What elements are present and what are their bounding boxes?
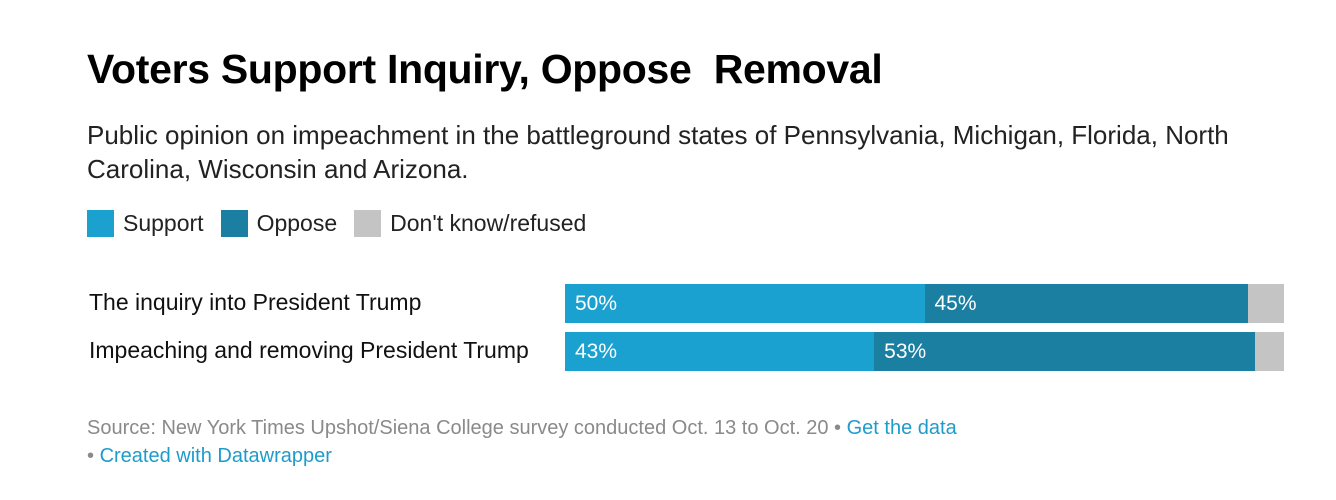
footer-line-1: Source: New York Times Upshot/Siena Coll… — [87, 414, 957, 442]
legend-label-dont-know: Don't know/refused — [390, 210, 587, 236]
bar-segment-support-inquiry: 50% — [565, 284, 925, 323]
source-note: Source: New York Times Upshot/Siena Coll… — [87, 417, 829, 439]
legend-swatch-oppose — [220, 210, 248, 237]
footer-line-2: • Created with Datawrapper — [87, 442, 957, 470]
legend-swatch-support — [87, 210, 114, 237]
data-label-oppose-removal: 53% — [884, 340, 927, 363]
footer-bullet: • — [87, 445, 100, 467]
row-label-inquiry: The inquiry into President Trump — [89, 289, 422, 315]
created-with-datawrapper-link[interactable]: Created with Datawrapper — [99, 445, 332, 467]
row-label-removal: Impeaching and removing President Trump — [89, 337, 529, 363]
bar-row-inquiry: 50% 45% — [565, 284, 1284, 323]
bar-row-removal: 43% 53% — [565, 332, 1284, 371]
bar-segment-support-removal: 43% — [565, 332, 875, 371]
legend-swatch-dont-know — [354, 210, 382, 237]
chart-title: Voters Support Inquiry, Oppose Removal — [87, 46, 883, 92]
data-label-support-removal: 43% — [575, 340, 618, 363]
legend: Support Oppose Don't know/refused — [87, 210, 603, 237]
bar-segment-oppose-inquiry: 45% — [924, 284, 1249, 323]
footer-separator: • — [828, 417, 847, 439]
legend-item-support: Support — [87, 210, 204, 237]
legend-item-oppose: Oppose — [220, 210, 338, 237]
data-label-oppose-inquiry: 45% — [934, 292, 977, 315]
chart-subtitle: Public opinion on impeachment in the bat… — [87, 120, 1229, 184]
data-label-support-inquiry: 50% — [575, 292, 618, 315]
legend-item-dont-know: Don't know/refused — [354, 210, 586, 237]
legend-label-support: Support — [123, 210, 204, 236]
legend-label-oppose: Oppose — [256, 210, 338, 236]
bar-segment-dont-know-inquiry — [1248, 284, 1284, 323]
bar-segment-dont-know-removal — [1255, 332, 1284, 371]
footer: Source: New York Times Upshot/Siena Coll… — [87, 414, 957, 470]
get-the-data-link[interactable]: Get the data — [846, 417, 957, 439]
bar-segment-oppose-removal: 53% — [874, 332, 1256, 371]
